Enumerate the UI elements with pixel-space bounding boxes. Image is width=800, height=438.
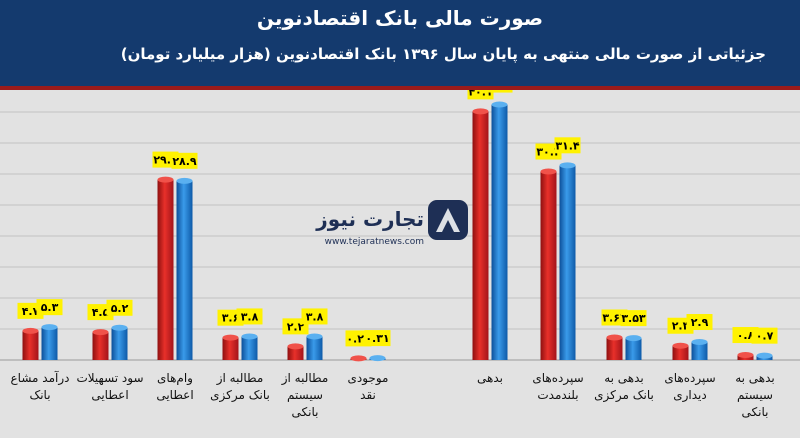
bar-cap [540,168,557,175]
data-label: ۲۸.۹ [172,155,197,168]
category-label: وام‌های اعطایی [156,371,193,402]
bar-series-2 [491,104,508,360]
data-label: ۰.۳۱ [365,332,389,345]
bar-cap [111,324,128,331]
data-label: ۴.۷ [22,305,40,318]
bar-series-1 [672,345,689,360]
data-label-box [236,308,263,325]
data-label-box [751,327,778,344]
category-label: بدهی [477,371,503,385]
data-label: ۲.۳ [672,320,690,333]
data-label: ۰.۸ [737,329,755,342]
data-label: ۳۱.۴ [555,139,580,152]
bar-cap [41,324,58,331]
bar-cap [287,343,304,350]
category-label: بدهی به سیستم بانکی [735,371,775,419]
data-label: ۳.۶ [222,312,240,325]
category-label: مطالبه از بانک مرکزی [210,371,270,403]
data-label: ۲.۹ [691,316,709,329]
chart-header: صورت مالی بانک اقتصادنوین جزئیاتی از صور… [0,0,800,86]
bar-cap [157,176,174,183]
page-title: صورت مالی بانک اقتصادنوین [256,6,544,30]
bar-series-1 [540,171,557,360]
data-label-box [686,314,713,331]
page-subtitle: جزئیاتی از صورت مالی منتهی به پایان سال … [120,45,766,63]
bar-series-2 [111,327,128,360]
bar-series-1 [157,179,174,360]
bars-layer [22,101,773,362]
category-label: مطالبه از سیستم بانکی [281,371,329,419]
bar-cap [369,355,386,362]
data-label: ۰.۷ [756,330,774,343]
data-labels-layer: ۴.۷ ۴.۵۲۹.۱۳.۶۲.۲۰.۲۶۴۰.۱۳۰.۴۳.۶۳۲.۳۰.۸۵.… [17,90,778,347]
plot-background [0,90,800,438]
brand-url: www.tejaratnews.com [325,237,424,247]
brand-watermark: تجارت نیوز www.tejaratnews.com [315,200,468,247]
header-divider [0,86,800,90]
data-label-box [106,299,133,316]
data-label-box [467,90,494,100]
bar-series-2 [176,180,193,360]
bar-series-1 [606,337,623,360]
category-label: بدهی به بانک مرکزی [594,371,654,403]
data-label: ۳.۸ [306,310,324,323]
bar-series-2 [41,327,58,360]
bar-series-1 [22,330,39,360]
data-label: ۳.۵۳ [621,312,646,325]
bar-cap [491,101,508,108]
data-label-box [554,137,581,154]
bar-cap [176,177,193,184]
data-label-box [620,310,647,327]
data-label-box [486,90,513,93]
category-label: سپرده‌های بلندمدت [532,371,583,402]
bar-cap [691,339,708,346]
brand-name: تجارت نیوز [315,207,424,231]
bar-cap [241,333,258,340]
bar-series-2 [625,338,642,360]
category-label: سپرده‌های دیداری [664,371,715,403]
data-label-box [36,299,63,316]
data-label: ۵.۲ [111,302,129,315]
bar-cap [737,352,754,359]
bar-cap [92,329,109,336]
bar-cap [672,342,689,349]
bar-series-2 [559,165,576,360]
bar-cap [222,334,239,341]
bar-cap [472,108,489,115]
bar-series-2 [306,336,323,360]
data-label: ۲.۲ [287,320,305,333]
bar-series-1 [472,111,489,360]
bar-cap [606,334,623,341]
data-label: ۴۱.۲ [487,90,512,92]
grid-lines [0,111,800,361]
bar-series-2 [241,336,258,360]
category-label: سود تسهیلات اعطایی [76,371,143,402]
bar-cap [625,335,642,342]
category-label: موجودی نقد [348,371,389,402]
data-label-box [171,152,198,169]
category-label: درآمد مشاع بانک [11,370,70,402]
bar-series-2 [691,342,708,360]
bar-series-1 [222,337,239,360]
bar-cap [756,352,773,359]
bar-cap [350,355,367,362]
data-label-box [301,308,328,325]
bar-series-1 [287,346,304,360]
bar-cap [559,162,576,169]
data-label: ۳.۸ [241,310,259,323]
bar-cap [22,327,39,334]
bar-series-1 [92,332,109,360]
data-label-box [364,330,391,347]
bar-chart: ۴.۷ ۴.۵۲۹.۱۳.۶۲.۲۰.۲۶۴۰.۱۳۰.۴۳.۶۳۲.۳۰.۸۵.… [0,90,800,438]
data-label: ۴۰.۱ [468,90,492,98]
bar-cap [306,333,323,340]
data-label: ۵.۳ [41,301,59,314]
data-label: ۴.۵ [92,306,110,319]
